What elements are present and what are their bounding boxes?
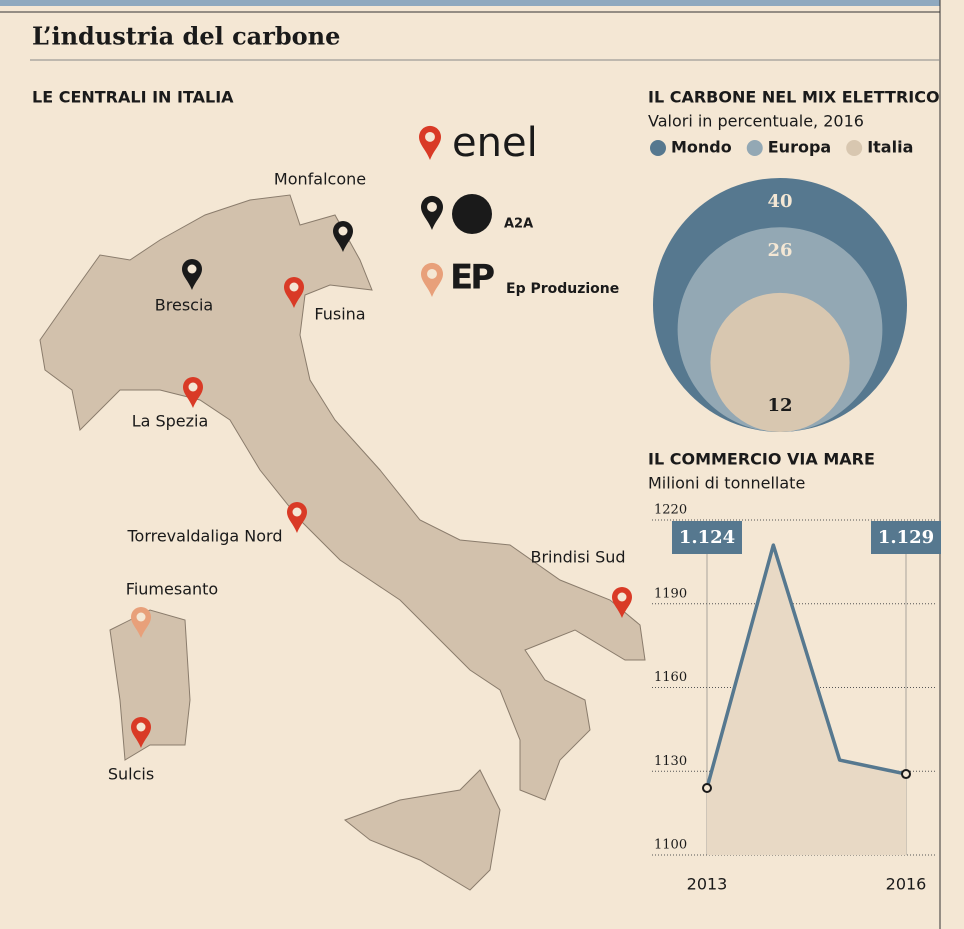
pin [183, 377, 203, 408]
pin [182, 259, 202, 290]
plant-label: Monfalcone [274, 170, 366, 189]
legend-label: Italia [867, 138, 913, 157]
chart-subtitle: Valori in percentuale, 2016 [648, 112, 864, 131]
point [901, 769, 911, 780]
legend-swatch [650, 140, 666, 156]
line [705, 543, 907, 789]
pin-hole [187, 264, 197, 274]
pin-hole [427, 201, 437, 212]
value-label-box [672, 521, 742, 554]
plant-label: La Spezia [132, 412, 209, 431]
map-title: LE CENTRALI IN ITALIA [32, 88, 234, 107]
pin [284, 277, 304, 308]
area [707, 545, 906, 855]
bubble-label: 12 [767, 395, 792, 416]
y-tick-label: 1130 [654, 754, 687, 769]
pin-hole [292, 507, 302, 517]
page-title: L’industria del carbone [32, 22, 340, 51]
pin-hole [289, 282, 299, 292]
pin-hole [427, 268, 437, 279]
value-label: 1.129 [878, 527, 934, 548]
plant-label: Brescia [155, 296, 213, 315]
legend-logo: enel [452, 120, 538, 166]
legend-logo: A2A [504, 217, 533, 232]
y-tick-label: 1220 [654, 503, 687, 518]
chart-title: IL COMMERCIO VIA MARE [648, 450, 875, 469]
value-label-box [871, 521, 941, 554]
pin [421, 262, 443, 297]
legend-logo-mark [452, 194, 492, 234]
plant-label: Sulcis [108, 765, 154, 784]
pin-hole [136, 722, 146, 732]
x-tick-label: 2013 [687, 875, 728, 894]
y-tick-label: 1190 [654, 586, 687, 601]
pin-hole [136, 612, 146, 622]
pin [287, 502, 307, 533]
x-tick-label: 2016 [886, 875, 927, 894]
pin [131, 717, 151, 748]
bubble-label: 26 [767, 240, 792, 261]
pin [333, 221, 353, 252]
plant-label: Torrevaldaliga Nord [126, 527, 282, 546]
pin [419, 125, 441, 160]
point [702, 783, 712, 793]
legend-name: Ep Produzione [506, 281, 619, 297]
top-bar [0, 0, 940, 6]
legend-logo: EP [450, 258, 494, 298]
y-tick-label: 1160 [654, 670, 687, 685]
pin-hole [617, 592, 627, 602]
chart-title: IL CARBONE NEL MIX ELETTRICO [648, 88, 940, 107]
legend-label: Europa [768, 138, 831, 157]
pin [421, 195, 443, 230]
y-tick-label: 1100 [654, 838, 687, 853]
pin-hole [425, 131, 435, 142]
value-label: 1.124 [679, 527, 735, 548]
pin [131, 607, 151, 638]
italy-map [39, 194, 646, 891]
plant-label: Fiumesanto [126, 580, 218, 599]
chart-subtitle: Milioni di tonnellate [648, 474, 805, 493]
pin-hole [188, 382, 198, 392]
legend-swatch [846, 140, 863, 156]
bubble-label: 40 [767, 191, 792, 212]
legend-label: Mondo [671, 138, 732, 157]
bubble [710, 292, 850, 432]
legend-swatch [746, 140, 763, 156]
plant-label: Brindisi Sud [530, 548, 625, 567]
plant-label: Fusina [314, 305, 365, 324]
pin-hole [338, 226, 348, 236]
pin [612, 587, 632, 618]
